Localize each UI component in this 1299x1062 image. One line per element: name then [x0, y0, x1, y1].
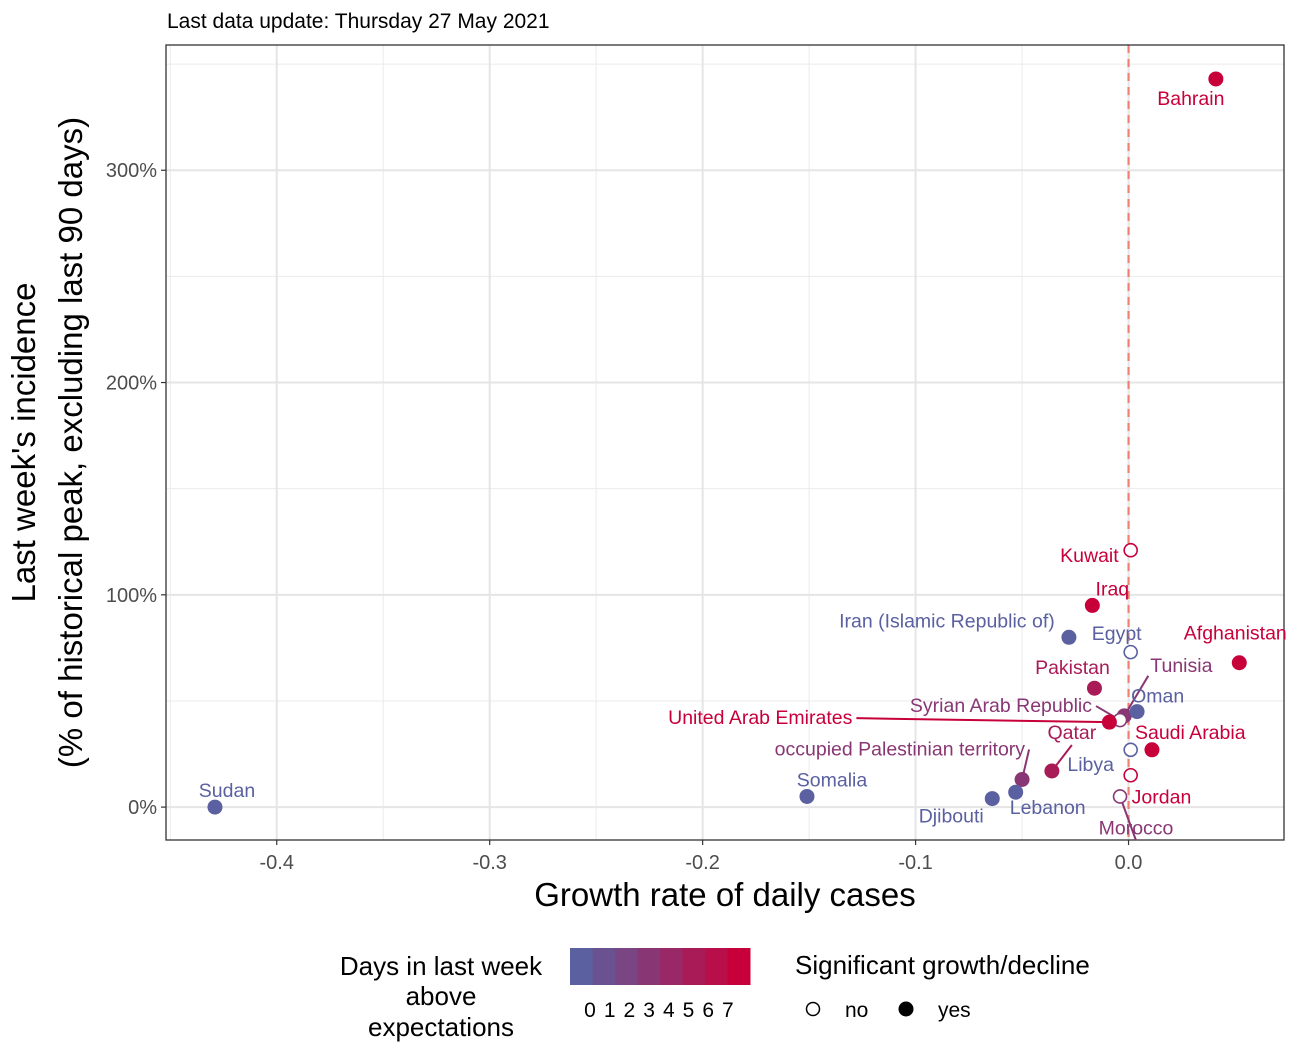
data-point — [1123, 542, 1138, 558]
y-tick-label: 100% — [106, 585, 157, 607]
color-legend-swatch — [570, 948, 593, 985]
color-legend-swatch — [727, 948, 751, 985]
x-tick-label: -0.2 — [685, 852, 719, 874]
y-tick-label: 0% — [128, 797, 157, 819]
y-tick-label: 200% — [106, 373, 157, 395]
data-point — [1084, 597, 1100, 613]
data-point — [1129, 704, 1145, 720]
color-legend-label: 3 — [643, 999, 655, 1022]
color-legend-label: 0 — [584, 999, 596, 1022]
y-axis-title-line: Last week's incidence — [5, 283, 42, 603]
color-legend-title: expectations — [368, 1012, 514, 1042]
point-label: Jordan — [1132, 786, 1192, 808]
shape-legend-label: no — [845, 999, 868, 1022]
data-point — [1208, 71, 1224, 87]
color-legend-swatch — [705, 948, 728, 985]
data-point — [1008, 784, 1024, 800]
data-point — [1014, 771, 1030, 787]
point-label: occupied Palestinian territory — [775, 738, 1026, 760]
data-point — [207, 799, 223, 815]
data-point — [1144, 742, 1160, 758]
point-label: Somalia — [797, 769, 868, 791]
color-legend-swatch — [682, 948, 706, 985]
point-label: Lebanon — [1010, 797, 1086, 819]
data-point — [1123, 742, 1138, 758]
x-axis: -0.4 -0.3 -0.2 -0.1 0.0 — [260, 840, 1143, 874]
data-point — [1123, 644, 1138, 660]
data-point — [799, 788, 815, 804]
y-axis: 0% 100% 200% 300% — [106, 160, 166, 819]
x-axis-title: Growth rate of daily cases — [534, 876, 916, 913]
point-label: Morocco — [1099, 817, 1174, 839]
y-axis-title-line: (% of historical peak, excluding last 90… — [52, 117, 89, 768]
point-label: Oman — [1131, 686, 1184, 708]
color-legend-title: Days in last week — [340, 951, 543, 981]
data-point — [1101, 714, 1117, 730]
plot-panel-border — [165, 44, 1285, 841]
color-legend-swatch — [592, 948, 616, 985]
data-point — [1061, 629, 1077, 645]
point-label: Pakistan — [1035, 657, 1110, 679]
point-label: Afghanistan — [1184, 623, 1287, 645]
point-label: Saudi Arabia — [1135, 722, 1246, 744]
shape-legend-open-circle — [805, 1001, 821, 1017]
color-legend-label: 6 — [702, 999, 714, 1022]
connector-line — [856, 717, 1110, 724]
data-point — [1112, 789, 1128, 804]
color-legend-swatch — [637, 948, 661, 985]
x-tick-label: -0.1 — [898, 852, 932, 874]
color-legend-label: 5 — [683, 999, 695, 1022]
data-points — [207, 71, 1247, 815]
point-label: Tunisia — [1150, 655, 1212, 677]
color-legend-swatch — [615, 948, 638, 985]
color-legend-label: 2 — [624, 999, 636, 1022]
connector-line — [1123, 675, 1150, 717]
connector-line — [1119, 796, 1137, 841]
shape-legend-filled-circle — [898, 1001, 914, 1017]
point-label: Libya — [1067, 754, 1114, 776]
point-label: Djibouti — [919, 806, 984, 828]
data-point — [1123, 767, 1138, 783]
color-legend-label: 7 — [722, 999, 734, 1022]
point-label: United Arab Emirates — [668, 707, 853, 729]
y-tick-label: 300% — [106, 160, 157, 182]
x-tick-label: -0.3 — [472, 852, 506, 874]
color-legend-title: above — [406, 981, 477, 1011]
y-axis-title: Last week's incidence (% of historical pe… — [5, 117, 89, 768]
point-label: Bahrain — [1157, 88, 1224, 110]
data-point — [1231, 655, 1247, 671]
color-legend-label: 1 — [604, 999, 616, 1022]
x-tick-label: -0.4 — [260, 852, 294, 874]
point-labels: Bahrain Kuwait Iraq Iran (Islamic Republic … — [199, 88, 1287, 840]
point-label: Kuwait — [1060, 545, 1119, 567]
shape-legend-label: yes — [938, 999, 971, 1022]
point-label: Iraq — [1096, 578, 1130, 600]
point-label: Egypt — [1092, 623, 1142, 645]
shape-legend-title: Significant growth/decline — [795, 950, 1090, 980]
point-label: Sudan — [199, 780, 255, 802]
point-label: Iran (Islamic Republic of) — [839, 610, 1055, 632]
chart-subtitle: Last data update: Thursday 27 May 2021 — [167, 10, 550, 33]
color-legend-swatch — [660, 948, 683, 985]
color-legend-label: 4 — [663, 999, 675, 1022]
data-point — [984, 791, 1000, 807]
x-tick-label: 0.0 — [1115, 852, 1143, 874]
point-label: Qatar — [1047, 722, 1096, 744]
data-point — [1044, 763, 1060, 779]
point-label: Syrian Arab Republic — [910, 695, 1092, 717]
data-point — [1086, 680, 1102, 696]
